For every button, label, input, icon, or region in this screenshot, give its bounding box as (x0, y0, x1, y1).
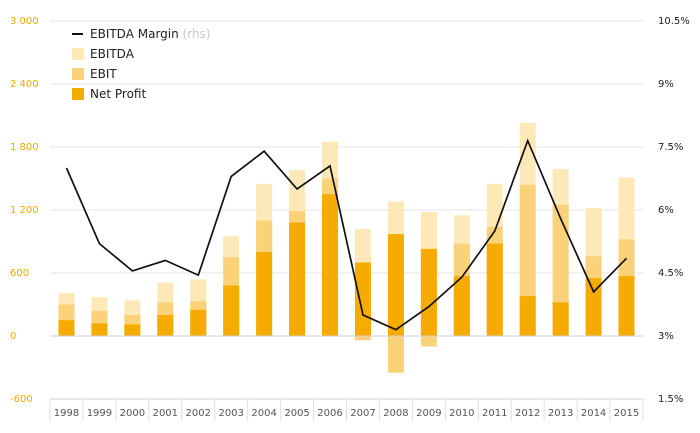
bar-net-profit-2007 (354, 262, 371, 336)
x-tick-label: 2003 (218, 408, 243, 419)
x-tick-label: 2013 (548, 408, 573, 419)
line-ebitda-margin (65, 138, 628, 331)
right-tick-label: 9% (658, 79, 674, 90)
x-tick-label: 2015 (614, 408, 639, 419)
bar-net-profit-2010 (453, 276, 470, 336)
legend-label: EBITDA Margin (rhs) (90, 27, 211, 41)
x-tick-label: 2009 (416, 408, 441, 419)
x-tick-label: 2007 (350, 408, 375, 419)
legend-swatch (72, 48, 84, 60)
x-tick-label: 2004 (251, 408, 276, 419)
right-tick-label: 6% (658, 205, 674, 216)
left-tick-label: -600 (10, 394, 33, 405)
x-tick-label: 2005 (284, 408, 309, 419)
right-tick-label: 7.5% (658, 142, 683, 153)
bar-net-profit-2004 (256, 252, 273, 336)
bar-net-profit-2011 (486, 243, 503, 336)
x-tick-label: 2011 (482, 408, 507, 419)
left-tick-label: 3 000 (10, 16, 39, 27)
x-tick-label: 2001 (153, 408, 178, 419)
legend-swatch (72, 88, 84, 100)
bar-net-profit-1999 (91, 323, 108, 336)
x-tick-label: 2014 (581, 408, 606, 419)
bar-ebit-2009 (420, 336, 437, 347)
bar-net-profit-2015 (618, 276, 635, 336)
x-tick-label: 1998 (54, 408, 79, 419)
left-tick-label: 2 400 (10, 79, 39, 90)
bar-net-profit-2013 (552, 302, 569, 336)
legend-note: (rhs) (179, 27, 211, 41)
x-tick-label: 2008 (383, 408, 408, 419)
x-tick-label: 2000 (120, 408, 145, 419)
left-tick-label: 1 200 (10, 205, 39, 216)
right-tick-label: 1.5% (658, 394, 683, 405)
axes (49, 335, 644, 421)
legend-label: EBIT (90, 67, 117, 81)
bar-net-profit-2002 (190, 309, 207, 336)
legend-label: EBITDA (90, 47, 135, 61)
bar-net-profit-2012 (519, 296, 536, 336)
bar-net-profit-2006 (322, 194, 339, 336)
bar-ebit-2007 (354, 336, 371, 341)
left-axis-ticks: -600 0 600 1 200 1 800 2 400 3 000 (10, 16, 39, 405)
legend-label: Net Profit (90, 87, 146, 101)
right-axis-ticks: 1.5% 3% 4.5% 6% 7.5% 9% 10.5% (658, 16, 690, 405)
bar-ebit-2008 (387, 336, 404, 373)
x-tick-label: 1999 (87, 408, 112, 419)
legend: EBITDA Margin (rhs) EBITDA EBIT Net Profit (72, 27, 211, 101)
x-tick-label: 2006 (317, 408, 342, 419)
bar-net-profit-2001 (157, 315, 174, 336)
bar-net-profit-2003 (223, 285, 240, 336)
bar-net-profit-2009 (420, 248, 437, 336)
x-tick-label: 2010 (449, 408, 474, 419)
bar-net-profit-2014 (585, 278, 602, 336)
left-tick-label: 1 800 (10, 142, 39, 153)
right-tick-label: 3% (658, 331, 674, 342)
right-tick-label: 10.5% (658, 16, 690, 27)
bar-net-profit-2008 (387, 234, 404, 336)
bar-net-profit-2005 (289, 222, 306, 336)
legend-swatch (72, 68, 84, 80)
x-tick-label: 2012 (515, 408, 540, 419)
left-tick-label: 0 (10, 331, 16, 342)
right-tick-label: 4.5% (658, 268, 683, 279)
x-tick-label: 2002 (186, 408, 211, 419)
left-tick-label: 600 (10, 268, 29, 279)
margin-line (65, 138, 628, 331)
bar-net-profit-1998 (58, 320, 75, 336)
bar-net-profit-2000 (124, 324, 141, 336)
x-axis-ticks: 1998 1999 2000 2001 2002 2003 2004 2005 2006 2007… (54, 408, 640, 419)
bars (58, 122, 635, 373)
